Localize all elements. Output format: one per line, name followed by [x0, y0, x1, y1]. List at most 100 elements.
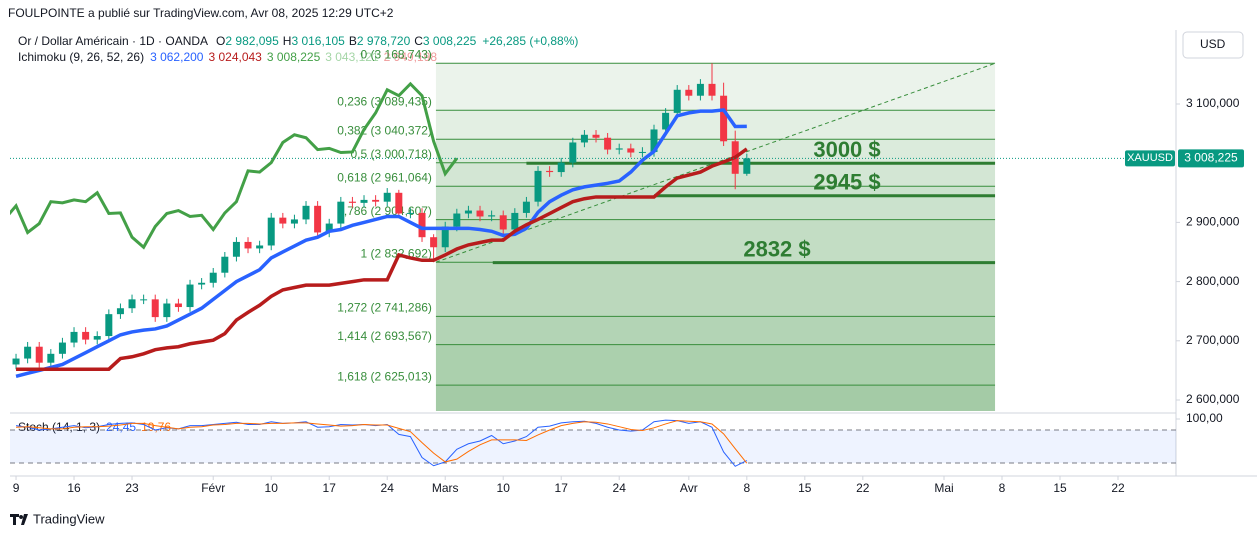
stoch-pane [10, 419, 1176, 467]
candle-body [395, 192, 403, 214]
x-tick-label: 8 [999, 481, 1006, 495]
symbol-legend: Or / Dollar Américain · 1D · OANDA O2 982… [18, 34, 578, 48]
candle-body [511, 212, 519, 230]
publisher: FOULPOINTE a publié sur TradingView.com,… [8, 6, 394, 20]
candle-body [476, 210, 484, 217]
x-tick-label: Avr [680, 481, 698, 495]
fib-band [435, 316, 996, 345]
legend-value: 2 949,198 [384, 50, 438, 64]
last-price-label: 3 008,225 [1184, 150, 1238, 164]
l-value: 2 978,720 [357, 34, 411, 48]
currency-box[interactable] [1182, 31, 1244, 59]
y-tick-label: 2 700,000 [1186, 333, 1240, 347]
candle-body [499, 215, 507, 230]
fib-label: 1,414 (2 693,567) [337, 329, 432, 343]
last-price-box [1178, 149, 1244, 168]
candle-body [116, 308, 124, 315]
y-tick-label: 2 900,000 [1186, 215, 1240, 229]
price-pane: 0 (3 168,743) 0,236 (3 089,435) 0,382 (3 0… [10, 47, 996, 411]
candle-body [638, 151, 646, 153]
ichimoku-line [16, 147, 748, 371]
x-tick-label: 9 [13, 481, 20, 495]
x-tick-label: 17 [323, 481, 337, 495]
candle-body [314, 205, 322, 233]
candle-body [267, 217, 275, 246]
o-value: 2 982,095 [225, 34, 279, 48]
candle-body [47, 353, 55, 363]
candle-body [325, 223, 333, 233]
fib-band [435, 344, 996, 386]
candle-body [650, 129, 658, 152]
candle-body [58, 342, 66, 354]
x-tick-label: Mai [934, 481, 953, 495]
fib-label: 0,382 (3 040,372) [337, 123, 432, 137]
candle-body [209, 272, 217, 283]
legend-value: 3 062,200 [150, 50, 204, 64]
l-label: B [349, 34, 357, 48]
fib-band [435, 110, 996, 140]
candle-body [743, 158, 751, 174]
candle-body [93, 336, 101, 340]
x-tick-label: 8 [743, 481, 750, 495]
candle-body [488, 215, 496, 217]
candle-body [348, 201, 356, 203]
candle-body [673, 89, 681, 113]
y-tick-label: 2 600,000 [1186, 392, 1240, 406]
fib-label: 1,618 (2 625,013) [337, 369, 432, 383]
fib-label: 0,618 (2 961,064) [337, 170, 432, 184]
candle-body [685, 89, 693, 96]
x-tick-label: 10 [265, 481, 279, 495]
candle-body [441, 226, 449, 248]
candle-body [290, 219, 298, 224]
candle-body [256, 245, 264, 249]
candle-body [557, 162, 565, 173]
x-tick-label: 15 [1053, 481, 1067, 495]
candle-body [372, 199, 380, 202]
candle-body [696, 83, 704, 96]
candle-body [592, 134, 600, 138]
support-label: 2832 $ [743, 236, 810, 261]
candle-body [198, 282, 206, 285]
candle-body [105, 314, 113, 337]
c-value: 3 008,225 [423, 34, 477, 48]
y-tick-label: 3 100,000 [1186, 96, 1240, 110]
c-label: C [414, 34, 423, 48]
candle-body [337, 201, 345, 224]
candle-body [627, 148, 635, 153]
ichimoku-line [15, 108, 747, 379]
candle-body [35, 346, 43, 363]
candle-body [569, 142, 577, 163]
legend-value: 19,76 [141, 420, 171, 434]
fib-band [435, 262, 996, 317]
candle-body [546, 170, 554, 173]
change: +26,285 (+0,88%) [482, 34, 578, 48]
candle-body [383, 192, 391, 202]
candle-body [662, 112, 670, 130]
support-label: 2945 $ [813, 170, 880, 195]
candle-body [604, 137, 612, 150]
legend-value: 3 008,225 [267, 50, 321, 64]
x-tick-label: 24 [381, 481, 395, 495]
ichimoku-legend: Ichimoku (9, 26, 52, 26) 3 062,200 3 024,0… [18, 50, 437, 64]
candle-body [522, 201, 530, 213]
h-value: 3 016,105 [291, 34, 345, 48]
candle-body [174, 303, 182, 308]
candle-body [453, 213, 461, 227]
o-label: O [216, 34, 225, 48]
fib-label: 0,5 (3 000,718) [351, 147, 432, 161]
chikou-line [10, 81, 459, 250]
stoch-y-tick-label: 100,00 [1186, 411, 1223, 425]
candle-body [302, 205, 310, 220]
ichimoku-name: Ichimoku (9, 26, 52, 26) [18, 50, 144, 64]
x-tick-label: Févr [201, 481, 225, 495]
x-tick-label: 15 [798, 481, 812, 495]
fib-label: 1,272 (2 741,286) [337, 301, 432, 315]
x-tick-label: 22 [856, 481, 870, 495]
fib-label: 0,786 (2 904,607) [337, 204, 432, 218]
symbol: Or / Dollar Américain · 1D · OANDA [18, 34, 208, 48]
tv-logo [10, 514, 28, 525]
candle-body [534, 170, 542, 202]
fib-band [435, 385, 996, 411]
candle-body [151, 299, 159, 318]
